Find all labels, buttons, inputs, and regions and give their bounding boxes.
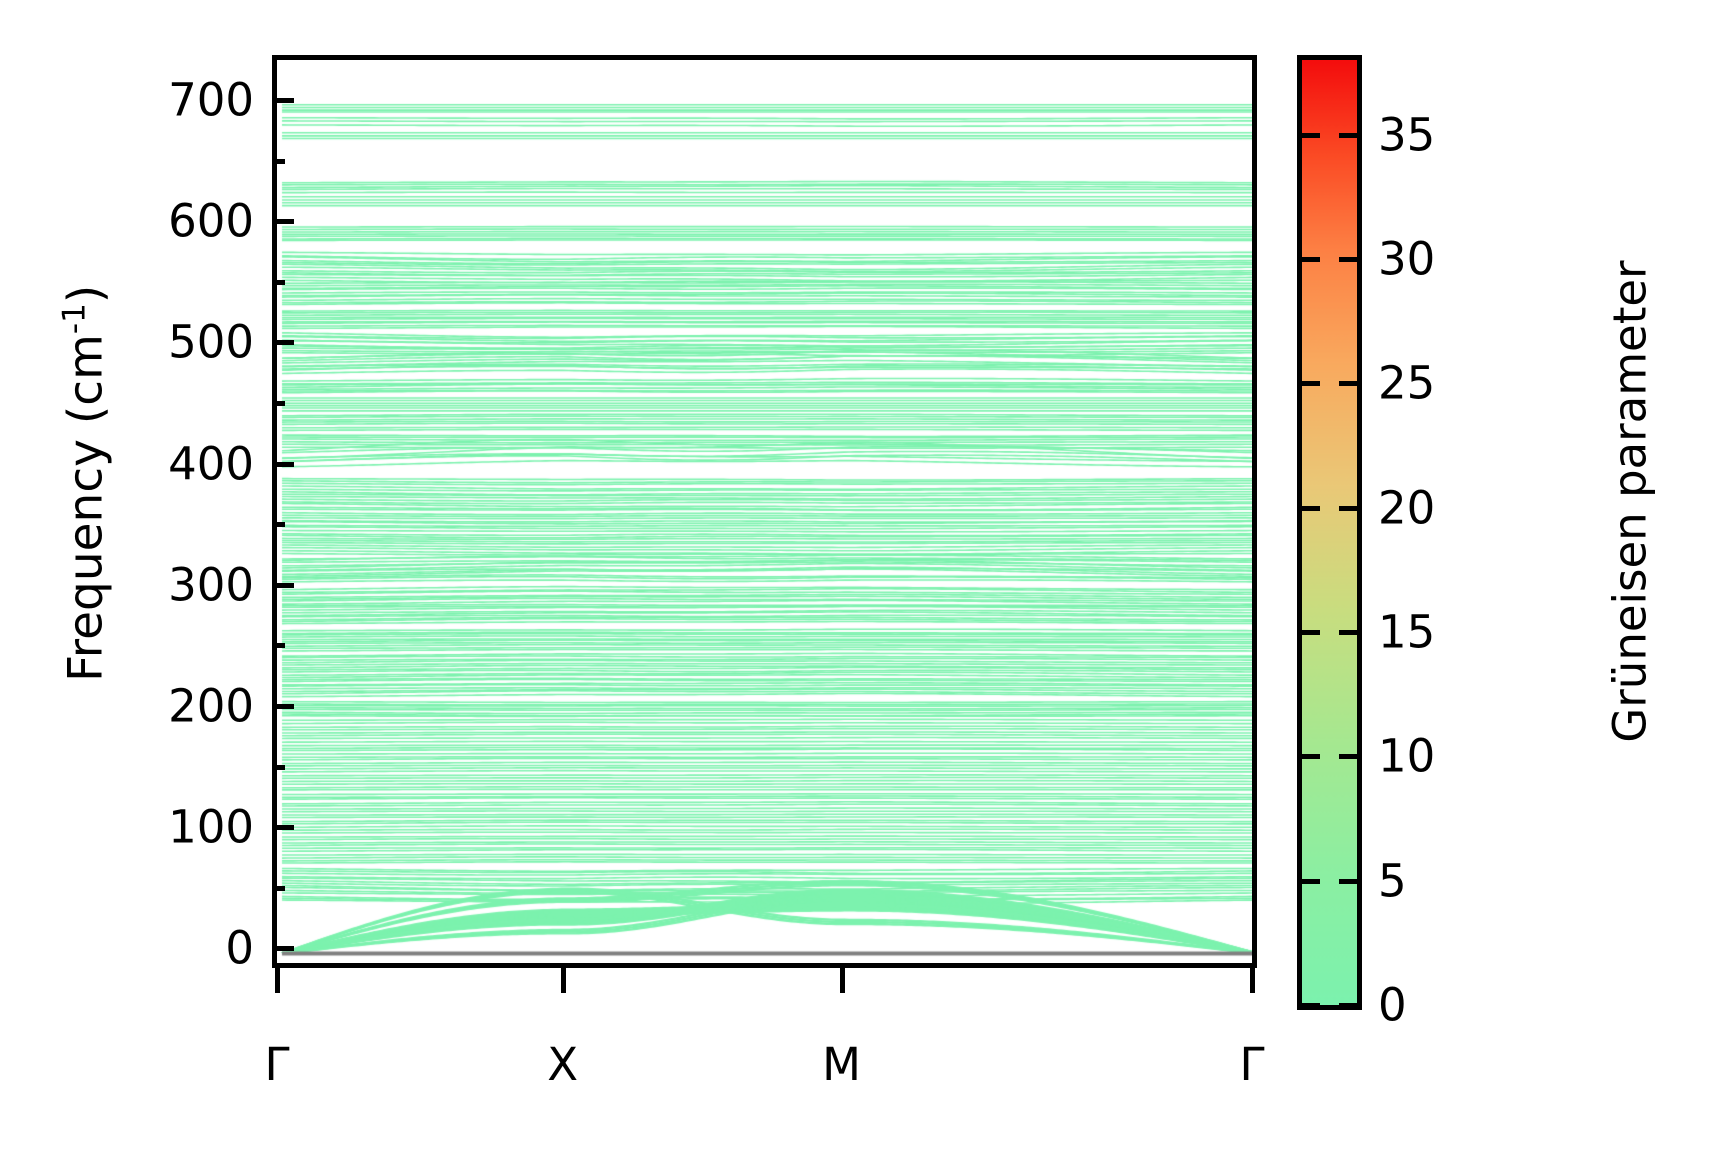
y-tick-label: 0 (225, 921, 254, 975)
colorbar-tick-mark (1339, 381, 1357, 387)
y-tick-mark (272, 946, 294, 952)
colorbar-tick-mark (1339, 1003, 1357, 1008)
y-tick-mark (272, 97, 294, 103)
colorbar-tick-label: 15 (1378, 605, 1436, 659)
y-axis-label: Frequency (cm-1) (57, 203, 114, 763)
y-tick-label: 300 (168, 558, 254, 612)
colorbar-gradient (1302, 60, 1357, 1005)
y-tick-mark-minor (272, 522, 285, 528)
x-tick-mark (1250, 963, 1255, 993)
y-tick-mark (272, 340, 294, 346)
y-tick-mark (272, 704, 294, 710)
y-tick-mark-minor (272, 643, 285, 649)
y-tick-mark-minor (272, 764, 285, 770)
y-tick-label: 200 (168, 679, 254, 733)
y-tick-mark-minor (272, 401, 285, 407)
y-tick-label: 600 (168, 194, 254, 248)
colorbar-tick-label: 5 (1378, 854, 1407, 908)
y-axis-label-paren: ) (58, 284, 114, 304)
y-tick-mark (272, 582, 294, 588)
colorbar-tick-mark (1339, 754, 1357, 760)
y-tick-mark (272, 825, 294, 831)
colorbar-tick-mark (1339, 629, 1357, 635)
colorbar-tick-mark (1339, 132, 1357, 138)
colorbar-tick-mark (1339, 878, 1357, 884)
colorbar-tick-mark (1302, 754, 1320, 760)
x-tick-mark (560, 963, 566, 993)
colorbar-tick-mark (1302, 381, 1320, 387)
colorbar-tick-mark (1302, 1003, 1320, 1008)
x-tick-label: Γ (264, 1038, 290, 1091)
colorbar-tick-mark (1302, 132, 1320, 138)
colorbar-tick-mark (1339, 505, 1357, 511)
x-tick-mark (275, 963, 280, 993)
colorbar-tick-mark (1339, 256, 1357, 262)
colorbar-tick-label: 30 (1378, 232, 1436, 286)
y-tick-mark (272, 219, 294, 225)
colorbar-tick-label: 20 (1378, 481, 1436, 535)
y-axis-label-text: Frequency (cm (58, 334, 114, 682)
colorbar-tick-mark (1302, 878, 1320, 884)
x-tick-mark (839, 963, 845, 993)
phonon-bands-canvas (277, 60, 1252, 963)
x-tick-label: Γ (1239, 1038, 1265, 1091)
x-tick-label: X (547, 1038, 579, 1091)
colorbar-tick-label: 10 (1378, 729, 1436, 783)
y-tick-mark-minor (272, 885, 285, 891)
x-tick-label: M (822, 1038, 861, 1091)
colorbar-tick-mark (1302, 505, 1320, 511)
colorbar-tick-label: 0 (1378, 978, 1407, 1032)
colorbar-tick-mark (1302, 256, 1320, 262)
y-tick-mark-minor (272, 279, 285, 285)
y-axis-label-exponent: -1 (56, 303, 93, 335)
y-tick-label: 100 (168, 800, 254, 854)
colorbar-tick-label: 25 (1378, 356, 1436, 410)
y-tick-label: 400 (168, 437, 254, 491)
y-tick-mark-minor (272, 158, 285, 164)
plot-area (272, 55, 1257, 968)
y-tick-mark (272, 461, 294, 467)
y-tick-label: 700 (168, 73, 254, 127)
colorbar-tick-mark (1302, 629, 1320, 635)
colorbar-tick-label: 35 (1378, 108, 1436, 162)
y-tick-label: 500 (168, 315, 254, 369)
colorbar (1297, 55, 1362, 1010)
colorbar-label: Grüneisen parameter (1603, 260, 1657, 743)
